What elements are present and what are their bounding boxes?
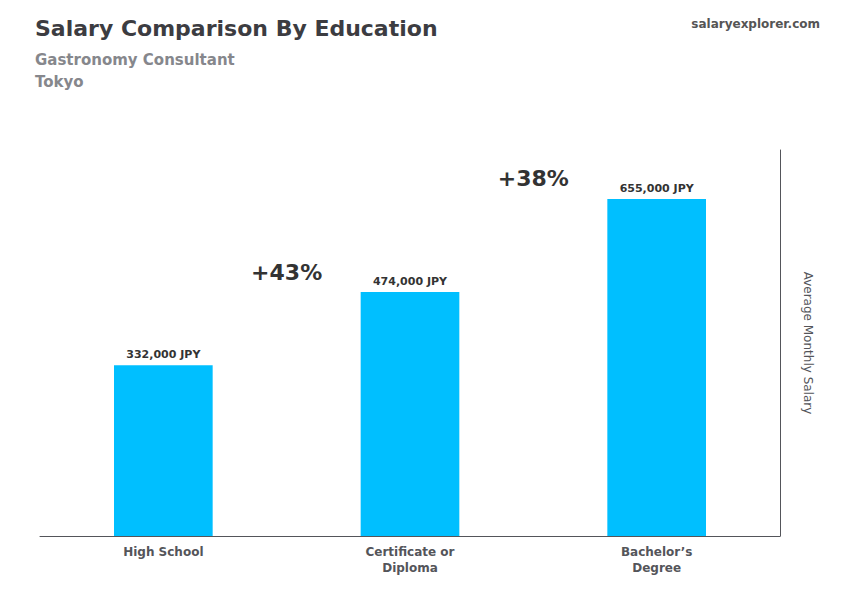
svg-text:Gastronomy Consultant: Gastronomy Consultant [35, 51, 235, 69]
svg-text:Diploma: Diploma [382, 561, 438, 575]
svg-text:Bachelor’s: Bachelor’s [621, 545, 693, 559]
svg-text:salaryexplorer.com: salaryexplorer.com [691, 17, 820, 31]
svg-text:Tokyo: Tokyo [35, 73, 84, 91]
svg-text:Salary Comparison By Education: Salary Comparison By Education [35, 16, 438, 41]
svg-text:High School: High School [123, 545, 203, 559]
svg-text:Certificate or: Certificate or [365, 545, 454, 559]
svg-text:+43%: +43% [251, 260, 322, 285]
svg-text:655,000 JPY: 655,000 JPY [620, 182, 695, 195]
svg-text:474,000 JPY: 474,000 JPY [373, 275, 448, 288]
svg-text:Degree: Degree [632, 561, 681, 575]
svg-text:332,000 JPY: 332,000 JPY [126, 348, 201, 361]
svg-text:+38%: +38% [498, 166, 569, 191]
svg-text:Average Monthly Salary: Average Monthly Salary [801, 272, 815, 415]
